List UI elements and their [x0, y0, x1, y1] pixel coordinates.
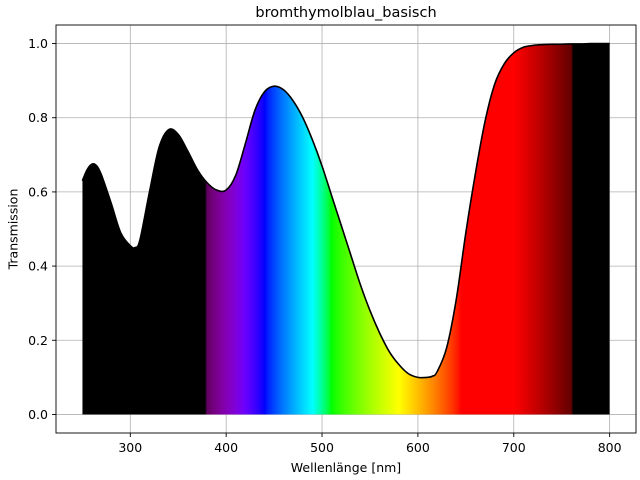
x-axis-label: Wellenlänge [nm] [291, 460, 401, 475]
y-tick-label: 0.6 [28, 184, 48, 199]
plot-frame [55, 24, 637, 434]
x-tick-label: 700 [502, 440, 526, 455]
chart-title: bromthymolblau_basisch [255, 5, 436, 21]
axis-ticks: 300 400 500 600 700 800 0.0 0.2 0.4 0.6 0.8 1.0 [28, 36, 622, 455]
y-tick-label: 0.2 [28, 333, 48, 348]
spectrum-fill-area [82, 43, 610, 415]
transmission-line [81, 42, 610, 379]
y-tick-label: 0.8 [28, 110, 48, 125]
y-tick-label: 0.4 [28, 259, 48, 274]
x-tick-label: 800 [598, 440, 622, 455]
y-tick-label: 0.0 [28, 407, 48, 422]
y-tick-label: 1.0 [28, 36, 48, 51]
y-axis-label: Transmission [6, 189, 21, 271]
x-tick-label: 400 [214, 440, 238, 455]
x-tick-label: 300 [118, 440, 142, 455]
x-tick-label: 500 [310, 440, 334, 455]
x-tick-label: 600 [406, 440, 430, 455]
